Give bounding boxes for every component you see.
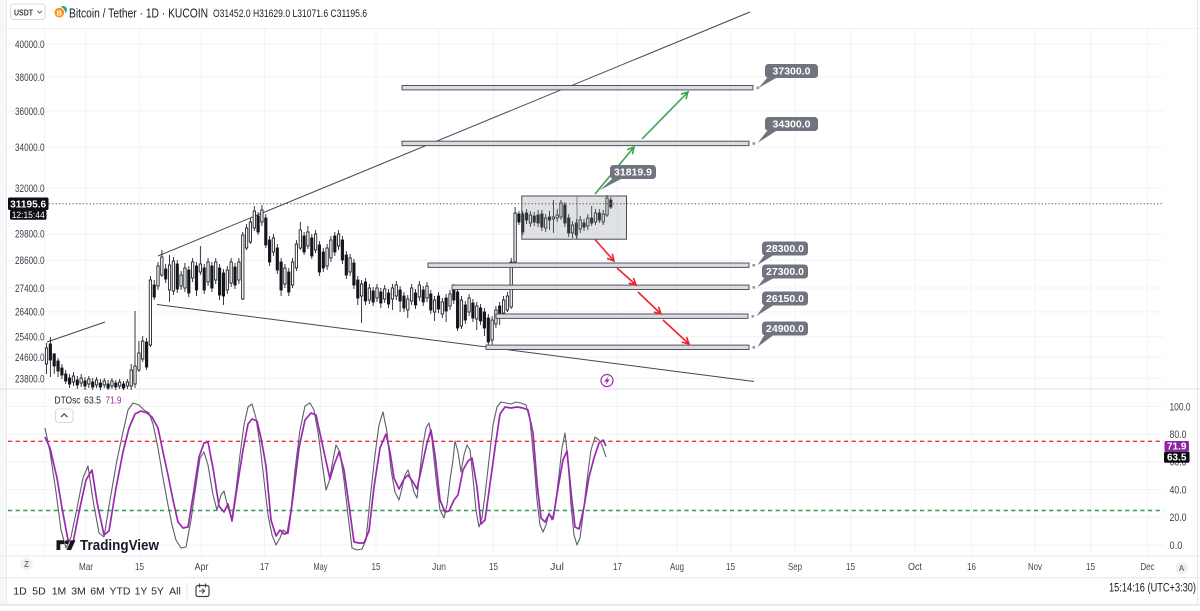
svg-text:17: 17 [260,561,269,573]
svg-text:27300.0: 27300.0 [766,266,804,278]
svg-text:28600.0: 28600.0 [15,255,45,267]
svg-text:Oct: Oct [908,561,922,573]
svg-text:Mar: Mar [79,561,93,573]
svg-text:Jul: Jul [550,561,564,573]
svg-text:Nov: Nov [1028,561,1043,573]
svg-text:15:14:16 (UTC+3:30): 15:14:16 (UTC+3:30) [1109,583,1196,595]
svg-text:26150.0: 26150.0 [766,293,804,305]
svg-text:20.0: 20.0 [1170,512,1187,524]
svg-text:31819.9: 31819.9 [614,167,652,179]
svg-text:24900.0: 24900.0 [766,323,804,335]
svg-text:Apr: Apr [195,561,209,573]
svg-text:6M: 6M [90,586,105,598]
svg-text:71.9: 71.9 [106,395,122,407]
svg-text:A: A [1179,564,1185,573]
svg-text:Bitcoin / Tether · 1D · KUCOIN: Bitcoin / Tether · 1D · KUCOIN [69,7,208,21]
svg-text:15: 15 [489,561,498,573]
svg-text:15: 15 [135,561,144,573]
svg-text:0.0: 0.0 [1170,540,1183,552]
svg-text:34000.0: 34000.0 [15,142,45,154]
svg-text:O31452.0 H31629.0 L31071.6 C31: O31452.0 H31629.0 L31071.6 C31195.6 [213,8,367,20]
svg-text:40.0: 40.0 [1170,484,1187,496]
svg-text:15: 15 [372,561,381,573]
svg-text:Aug: Aug [670,561,684,573]
svg-text:63.5: 63.5 [1167,453,1187,464]
svg-text:71.9: 71.9 [1167,442,1187,453]
svg-text:32000.0: 32000.0 [15,183,45,195]
svg-text:3M: 3M [71,586,86,598]
svg-text:Dec: Dec [1141,561,1155,573]
svg-text:26400.0: 26400.0 [15,307,45,319]
svg-text:40000.0: 40000.0 [15,39,45,51]
svg-text:25400.0: 25400.0 [15,332,45,344]
svg-text:16: 16 [967,561,976,573]
svg-text:May: May [314,561,329,573]
svg-text:15: 15 [846,561,855,573]
svg-text:31195.6: 31195.6 [10,199,46,210]
svg-text:1D: 1D [13,586,27,598]
svg-text:TradingView: TradingView [80,538,160,554]
svg-text:5Y: 5Y [151,586,164,598]
svg-text:24600.0: 24600.0 [15,352,45,364]
svg-text:All: All [169,586,181,598]
svg-text:15: 15 [1086,561,1095,573]
svg-text:DTOsc: DTOsc [55,395,81,407]
svg-text:USDT: USDT [14,8,33,17]
svg-text:YTD: YTD [110,586,131,598]
svg-text:B: B [57,8,63,17]
svg-text:34300.0: 34300.0 [773,119,811,131]
svg-text:36000.0: 36000.0 [15,106,45,118]
svg-text:5D: 5D [32,586,46,598]
svg-text:Sep: Sep [788,561,802,573]
svg-text:80.0: 80.0 [1170,429,1187,441]
svg-text:23800.0: 23800.0 [15,373,45,385]
svg-text:1M: 1M [52,586,67,598]
svg-text:Jun: Jun [432,561,446,573]
svg-text:17: 17 [613,561,622,573]
svg-text:Z: Z [24,560,29,569]
svg-text:38000.0: 38000.0 [15,72,45,84]
svg-text:1Y: 1Y [135,586,148,598]
svg-text:37300.0: 37300.0 [773,66,811,78]
svg-text:28300.0: 28300.0 [766,243,804,255]
svg-text:15: 15 [726,561,735,573]
svg-text:12:15:44: 12:15:44 [12,210,45,220]
svg-text:29800.0: 29800.0 [15,229,45,241]
svg-text:63.5: 63.5 [84,395,101,407]
svg-text:27400.0: 27400.0 [15,283,45,295]
svg-text:100.0: 100.0 [1170,401,1191,413]
